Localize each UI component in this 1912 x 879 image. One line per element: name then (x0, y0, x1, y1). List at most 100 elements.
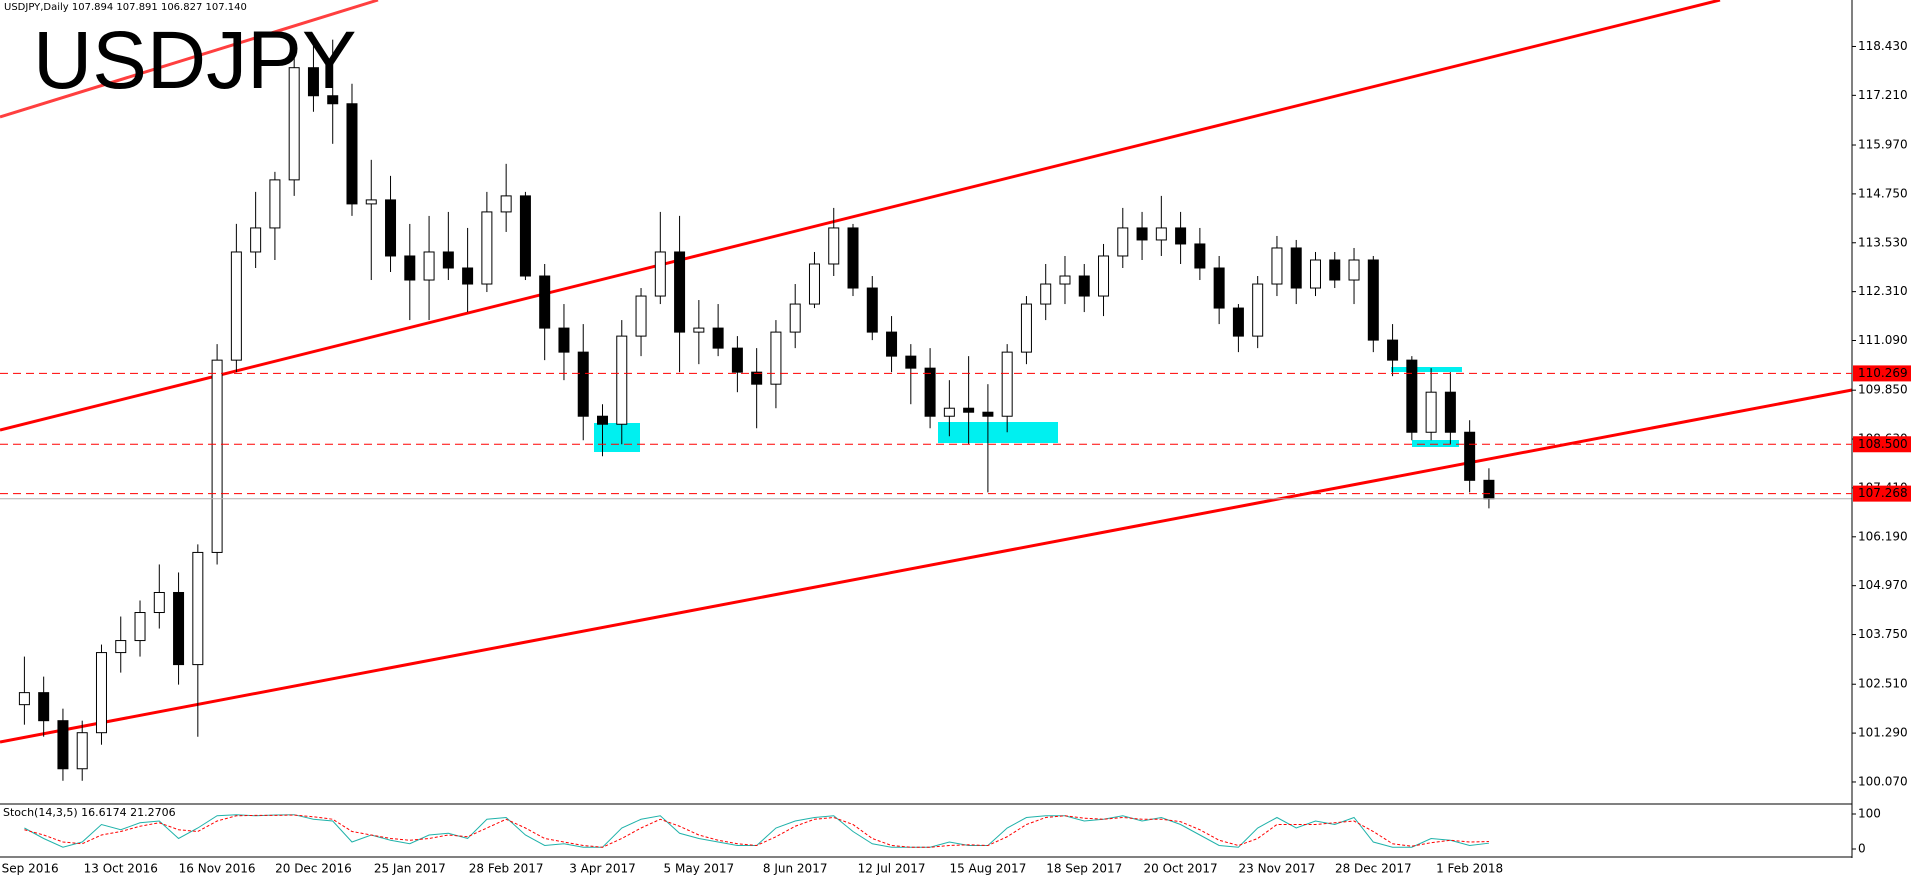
zone (1391, 367, 1462, 372)
candle-body (1213, 267, 1225, 309)
candle-body (1040, 283, 1052, 305)
candle-body (654, 251, 666, 297)
candle-body (886, 331, 898, 357)
candle-body (866, 287, 878, 333)
y-tick-label: 117.210 (1858, 88, 1908, 102)
x-tick-label: 20 Oct 2017 (1144, 862, 1218, 876)
y-tick-label: 0 (1858, 842, 1866, 856)
chart-title: USDJPY (33, 15, 357, 106)
candle-body (18, 692, 30, 706)
candle-body (115, 640, 127, 654)
candle-body (462, 267, 474, 285)
candle-body (731, 347, 743, 373)
trend-line (0, 0, 379, 119)
trend-line (0, 388, 1853, 744)
candle-body (307, 67, 319, 97)
x-tick-label: 1 Feb 2018 (1436, 862, 1503, 876)
zone (938, 422, 1058, 443)
x-tick-label: 16 Nov 2016 (179, 862, 256, 876)
candle-body (1425, 391, 1437, 433)
y-tick-label: 106.190 (1858, 529, 1908, 543)
y-tick-label: 100.070 (1858, 774, 1908, 788)
level-label: 108.500 (1858, 437, 1908, 451)
candle-body (1464, 431, 1476, 481)
y-tick-label: 112.310 (1858, 284, 1908, 298)
level-box (1853, 485, 1911, 502)
y-tick-label: 101.290 (1858, 726, 1908, 740)
candle-body (153, 591, 165, 614)
candle-body (442, 251, 454, 269)
candle-body (847, 227, 859, 289)
x-tick-label: 20 Dec 2016 (275, 862, 352, 876)
candle-body (1020, 303, 1032, 353)
indicator-title: Stoch(14,3,5) 16.6174 21.2706 (3, 806, 176, 819)
candle-body (577, 351, 589, 417)
candle-body (134, 612, 146, 642)
candle-body (519, 195, 531, 277)
level-label: 110.269 (1858, 366, 1908, 380)
candle-body (1155, 227, 1167, 241)
candle-body (1175, 227, 1187, 245)
candle-body (1387, 339, 1399, 361)
zone (594, 423, 640, 452)
candle-body (230, 251, 242, 361)
x-tick-label: 25 Jan 2017 (374, 862, 446, 876)
candle-body (770, 331, 782, 385)
candle-body (597, 415, 608, 425)
candle-body (751, 371, 763, 385)
candle-body (1078, 275, 1090, 297)
candle-body (1117, 227, 1129, 257)
candle-body (1252, 283, 1264, 337)
x-tick-label: 28 Dec 2017 (1335, 862, 1412, 876)
y-tick-label: 103.750 (1858, 627, 1908, 641)
plot (0, 35, 1852, 781)
candle-body (95, 652, 107, 734)
candle-body (1406, 359, 1418, 433)
candle-body (365, 199, 377, 205)
x-tick-label: 13 Oct 2016 (84, 862, 158, 876)
candle-body (905, 355, 917, 369)
x-tick-label: 3 Apr 2017 (569, 862, 636, 876)
candle-body (500, 195, 512, 213)
candle-body (211, 359, 223, 553)
candle-body (789, 303, 801, 333)
x-tick-label: 8 Jun 2017 (763, 862, 828, 876)
candle-body (693, 327, 705, 333)
candle-body (1001, 351, 1013, 417)
candle-body (1136, 227, 1148, 241)
candle-body (76, 732, 88, 770)
x-tick-label: 23 Nov 2017 (1239, 862, 1316, 876)
level-box (1853, 365, 1911, 382)
candle-body (808, 263, 820, 305)
candle-body (943, 407, 955, 417)
candle-body (1232, 307, 1244, 337)
candle-body (963, 407, 975, 413)
candle-body (712, 327, 724, 349)
level-box (1853, 436, 1911, 453)
zone (1412, 440, 1459, 447)
x-tick-label: 9 Sep 2016 (0, 862, 59, 876)
candle-body (1329, 259, 1341, 281)
candle-body (404, 255, 416, 281)
candle-body (327, 95, 339, 105)
candle-body (635, 295, 647, 337)
y-tick-label: 104.970 (1858, 578, 1908, 592)
y-tick-label: 114.750 (1858, 186, 1908, 200)
candle-body (385, 199, 397, 257)
candle-body (558, 327, 570, 353)
candle-body (57, 720, 69, 770)
candle-body (616, 335, 628, 425)
candle-body (1483, 479, 1495, 500)
y-tick-label: 115.970 (1858, 138, 1908, 152)
candle-body (674, 251, 686, 333)
candle-body (346, 103, 358, 205)
y-tick-label: 102.510 (1858, 677, 1908, 691)
candle-body (269, 179, 281, 229)
y-tick-label: 118.430 (1858, 39, 1908, 53)
candle-body (1367, 259, 1379, 341)
candle-body (1271, 247, 1283, 285)
candle-body (173, 591, 185, 666)
candle-body (828, 227, 840, 265)
candle-body (250, 227, 262, 253)
